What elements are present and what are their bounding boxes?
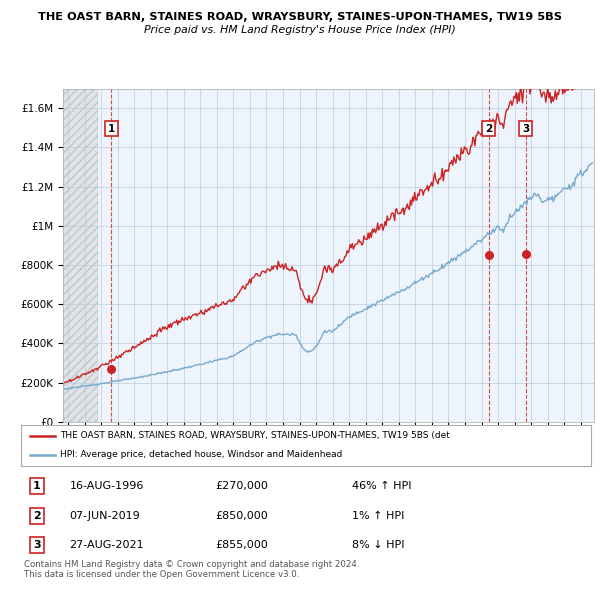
Text: 07-JUN-2019: 07-JUN-2019 [70, 510, 140, 520]
Text: 8% ↓ HPI: 8% ↓ HPI [352, 540, 404, 550]
Text: 2: 2 [33, 510, 41, 520]
Text: Contains HM Land Registry data © Crown copyright and database right 2024.: Contains HM Land Registry data © Crown c… [24, 560, 359, 569]
Text: This data is licensed under the Open Government Licence v3.0.: This data is licensed under the Open Gov… [24, 571, 299, 579]
Point [484, 251, 494, 260]
Text: 46% ↑ HPI: 46% ↑ HPI [352, 481, 411, 491]
Text: 2: 2 [485, 123, 493, 133]
Point [521, 250, 530, 259]
Text: THE OAST BARN, STAINES ROAD, WRAYSBURY, STAINES-UPON-THAMES, TW19 5BS (det: THE OAST BARN, STAINES ROAD, WRAYSBURY, … [60, 431, 449, 441]
Text: 1: 1 [33, 481, 41, 491]
Text: 16-AUG-1996: 16-AUG-1996 [70, 481, 144, 491]
Text: £270,000: £270,000 [215, 481, 268, 491]
Text: 3: 3 [33, 540, 41, 550]
Text: £850,000: £850,000 [215, 510, 268, 520]
Text: 27-AUG-2021: 27-AUG-2021 [70, 540, 144, 550]
Text: 1: 1 [107, 123, 115, 133]
Text: £855,000: £855,000 [215, 540, 268, 550]
Bar [63, 88, 98, 422]
Text: Price paid vs. HM Land Registry's House Price Index (HPI): Price paid vs. HM Land Registry's House … [144, 25, 456, 35]
Text: HPI: Average price, detached house, Windsor and Maidenhead: HPI: Average price, detached house, Wind… [60, 450, 342, 460]
Text: 3: 3 [522, 123, 529, 133]
Text: THE OAST BARN, STAINES ROAD, WRAYSBURY, STAINES-UPON-THAMES, TW19 5BS: THE OAST BARN, STAINES ROAD, WRAYSBURY, … [38, 12, 562, 22]
Text: 1% ↑ HPI: 1% ↑ HPI [352, 510, 404, 520]
Point [107, 364, 116, 373]
